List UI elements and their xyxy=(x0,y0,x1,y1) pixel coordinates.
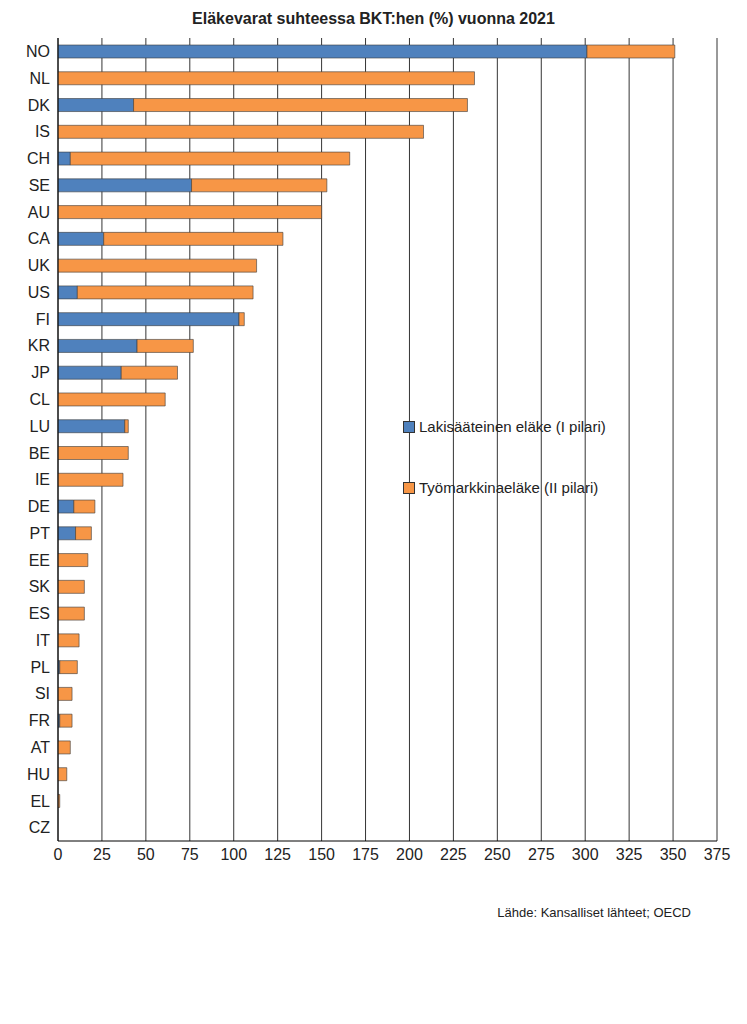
svg-text:CZ: CZ xyxy=(29,819,51,836)
svg-text:LU: LU xyxy=(30,418,50,435)
svg-text:HU: HU xyxy=(27,766,50,783)
svg-text:KR: KR xyxy=(28,337,50,354)
svg-text:PL: PL xyxy=(30,659,50,676)
svg-text:175: 175 xyxy=(352,846,379,863)
svg-text:IT: IT xyxy=(36,632,50,649)
svg-text:125: 125 xyxy=(264,846,291,863)
svg-text:SE: SE xyxy=(29,177,50,194)
svg-text:EE: EE xyxy=(29,552,50,569)
svg-text:200: 200 xyxy=(396,846,423,863)
svg-text:UK: UK xyxy=(28,257,51,274)
svg-text:50: 50 xyxy=(137,846,155,863)
svg-text:ES: ES xyxy=(29,605,50,622)
svg-text:100: 100 xyxy=(220,846,247,863)
html-text:Lähde: Kansalliset lähteet; OE: Lähde: Kansalliset lähteet; OECD xyxy=(497,905,691,920)
svg-text:FI: FI xyxy=(36,311,50,328)
svg-text:75: 75 xyxy=(181,846,199,863)
html-text:Eläkevarat suhteessa BKT:hen (: Eläkevarat suhteessa BKT:hen (%) vuonna … xyxy=(192,10,555,27)
svg-text:FR: FR xyxy=(29,712,50,729)
svg-text:275: 275 xyxy=(528,846,555,863)
svg-text:US: US xyxy=(28,284,50,301)
svg-text:NO: NO xyxy=(26,43,50,60)
svg-text:25: 25 xyxy=(93,846,111,863)
html-text:Työmarkkinaeläke (II pilari): Työmarkkinaeläke (II pilari) xyxy=(419,479,599,496)
svg-text:IS: IS xyxy=(35,123,50,140)
svg-text:350: 350 xyxy=(660,846,687,863)
svg-text:SI: SI xyxy=(35,685,50,702)
svg-text:BE: BE xyxy=(29,445,50,462)
svg-text:DK: DK xyxy=(28,97,51,114)
svg-text:150: 150 xyxy=(308,846,335,863)
svg-text:JP: JP xyxy=(31,364,50,381)
svg-text:300: 300 xyxy=(572,846,599,863)
svg-text:CL: CL xyxy=(30,391,51,408)
svg-text:325: 325 xyxy=(616,846,643,863)
svg-text:AU: AU xyxy=(28,204,50,221)
svg-text:EL: EL xyxy=(30,793,50,810)
svg-text:DE: DE xyxy=(28,498,50,515)
svg-text:AT: AT xyxy=(31,739,50,756)
svg-text:CH: CH xyxy=(27,150,50,167)
svg-text:250: 250 xyxy=(484,846,511,863)
html-text:Lakisääteinen eläke (I pilari): Lakisääteinen eläke (I pilari) xyxy=(419,418,606,435)
svg-text:NL: NL xyxy=(30,70,51,87)
svg-text:375: 375 xyxy=(704,846,731,863)
svg-text:PT: PT xyxy=(30,525,51,542)
svg-text:0: 0 xyxy=(54,846,63,863)
svg-text:IE: IE xyxy=(35,471,50,488)
svg-text:225: 225 xyxy=(440,846,467,863)
svg-text:CA: CA xyxy=(28,230,51,247)
svg-text:SK: SK xyxy=(29,578,51,595)
